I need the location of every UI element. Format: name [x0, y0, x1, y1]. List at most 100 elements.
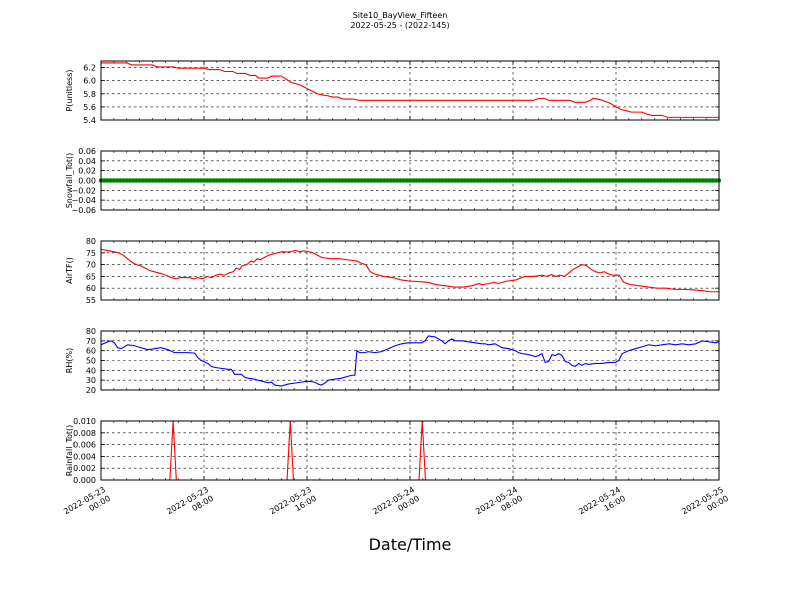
data-point-snowfall: [501, 178, 506, 183]
data-point-snowfall: [510, 178, 516, 183]
y-tick-label-snowfall: 0.00: [78, 177, 96, 186]
data-point-snowfall: [394, 178, 400, 183]
data-point-snowfall: [147, 178, 152, 183]
series-line-rainfall: [101, 421, 719, 480]
data-point-snowfall: [150, 178, 155, 183]
data-point-snowfall: [575, 178, 580, 183]
data-point-snowfall: [626, 178, 632, 183]
data-point-snowfall: [694, 178, 699, 183]
data-point-snowfall: [314, 178, 319, 183]
y-axis-label-rh: RH(%): [65, 348, 74, 373]
data-point-snowfall: [456, 178, 461, 183]
y-tick-label-pressure: 5.6: [83, 103, 96, 112]
data-point-snowfall: [588, 178, 593, 183]
data-point-snowfall: [185, 178, 191, 183]
data-point-snowfall: [365, 178, 371, 183]
panel-pressure: 5.4 5.6 5.8 6.0 6.2 P(unitless): [65, 60, 720, 125]
axes-frame-rainfall: [100, 420, 720, 481]
data-point-snowfall: [542, 178, 548, 183]
data-point-snowfall: [246, 178, 252, 183]
data-point-snowfall: [613, 178, 619, 183]
y-tick-label-pressure: 5.4: [83, 116, 96, 125]
y-tick-label-pressure: 6.2: [83, 64, 96, 73]
data-point-snowfall: [423, 178, 429, 183]
data-point-snowfall: [488, 178, 493, 183]
data-point-snowfall: [665, 178, 670, 183]
data-point-snowfall: [301, 178, 306, 183]
data-point-snowfall: [179, 178, 184, 183]
data-point-snowfall: [655, 178, 661, 183]
data-point-snowfall: [520, 178, 525, 183]
data-point-snowfall: [713, 178, 718, 183]
data-point-snowfall: [604, 178, 609, 183]
data-point-snowfall: [295, 178, 300, 183]
data-point-snowfall: [320, 178, 326, 183]
data-point-snowfall: [105, 178, 110, 183]
data-point-snowfall: [414, 178, 419, 183]
y-tick-label-rh: 80: [86, 327, 96, 336]
panel-snowfall: −0.06−0.04−0.020.000.020.040.06 Snowfall_…: [65, 147, 722, 215]
data-point-snowfall: [446, 178, 451, 183]
data-point-snowfall: [192, 178, 197, 183]
data-point-snowfall: [462, 178, 467, 183]
data-point-snowfall: [114, 178, 120, 183]
data-point-snowfall: [356, 178, 361, 183]
data-point-snowfall: [359, 178, 364, 183]
data-point-snowfall: [594, 178, 599, 183]
data-point-snowfall: [581, 178, 587, 183]
chart-title: Site10_BayView_Fifteen: [353, 11, 448, 20]
data-point-snowfall: [169, 178, 175, 183]
data-point-snowfall: [256, 178, 261, 183]
data-point-snowfall: [633, 178, 638, 183]
data-point-snowfall: [201, 178, 207, 183]
data-point-snowfall: [504, 178, 509, 183]
data-point-snowfall: [565, 178, 570, 183]
data-point-snowfall: [530, 178, 535, 183]
data-point-snowfall: [353, 178, 358, 183]
data-point-snowfall: [346, 178, 352, 183]
data-point-snowfall: [485, 178, 490, 183]
y-tick-label-rh: 40: [86, 366, 96, 375]
data-point-snowfall: [317, 178, 323, 183]
panel-airtemp: 55 60 65 70 75 80 AirTF(): [65, 237, 720, 305]
y-axis-label-pressure: P(unitless): [65, 69, 74, 111]
data-point-snowfall: [433, 178, 438, 183]
data-point-snowfall: [288, 178, 294, 183]
data-point-snowfall: [658, 178, 664, 183]
data-point-snowfall: [517, 178, 522, 183]
y-tick-label-snowfall: 0.04: [78, 157, 96, 166]
x-axis-label: Date/Time: [369, 535, 452, 554]
data-point-snowfall: [233, 178, 239, 183]
data-point-snowfall: [262, 178, 268, 183]
data-point-snowfall: [607, 178, 612, 183]
axes-frame-pressure: [100, 60, 720, 121]
data-point-snowfall: [584, 178, 590, 183]
y-tick-label-airtemp: 60: [86, 284, 96, 293]
data-point-snowfall: [227, 178, 232, 183]
data-point-snowfall: [159, 178, 165, 183]
data-point-snowfall: [163, 178, 168, 183]
data-point-snowfall: [539, 178, 545, 183]
data-point-snowfall: [674, 178, 680, 183]
data-point-snowfall: [327, 178, 332, 183]
data-point-snowfall: [436, 178, 442, 183]
data-point-snowfall: [182, 178, 187, 183]
data-point-snowfall: [459, 178, 464, 183]
data-point-snowfall: [703, 178, 709, 183]
data-point-snowfall: [481, 178, 487, 183]
data-point-snowfall: [571, 178, 577, 183]
data-point-snowfall: [671, 178, 677, 183]
data-point-snowfall: [549, 178, 554, 183]
data-point-snowfall: [452, 178, 458, 183]
y-tick-label-rainfall: 0.004: [73, 452, 96, 461]
data-point-snowfall: [140, 178, 146, 183]
data-point-snowfall: [652, 178, 657, 183]
data-point-snowfall: [311, 178, 316, 183]
panel-rainfall: 0.000 0.002 0.004 0.006 0.008 0.010Rainfall_T…: [65, 417, 720, 485]
data-point-snowfall: [382, 178, 387, 183]
data-point-snowfall: [298, 178, 303, 183]
data-point-snowfall: [645, 178, 651, 183]
data-point-snowfall: [568, 178, 574, 183]
data-point-snowfall: [369, 178, 374, 183]
